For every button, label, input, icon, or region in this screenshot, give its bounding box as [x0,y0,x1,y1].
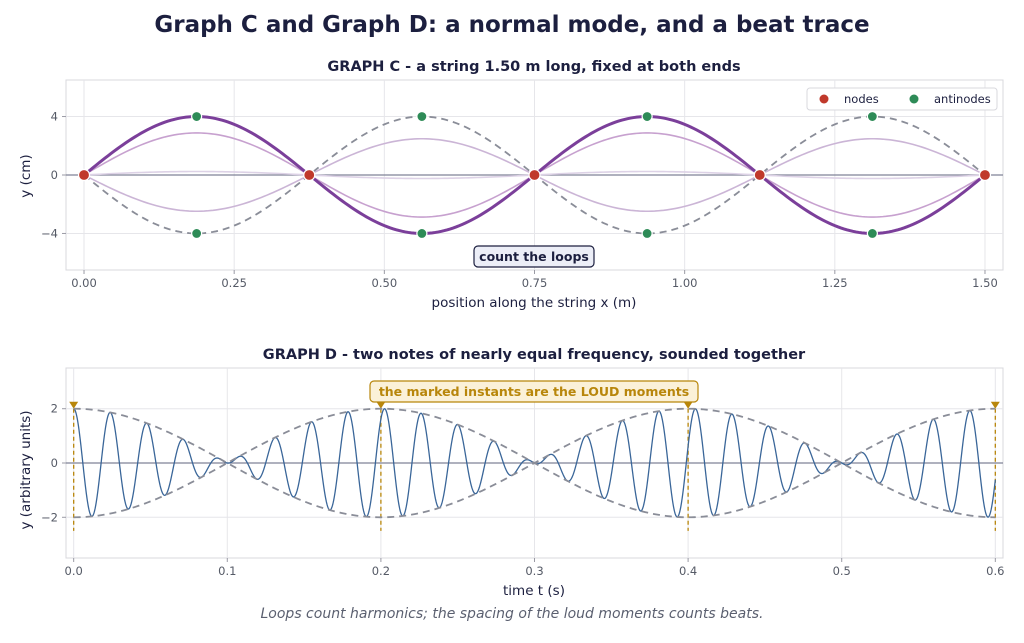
graph-d-curves [66,401,1003,531]
graph-c-legend: nodes antinodes [806,87,998,111]
antinode-marker [641,110,653,123]
antinode-marker [191,227,203,240]
graph-c-ytick-label: 0 [51,168,58,182]
graph-c-points [77,110,992,240]
graph-c-xtick-label: 0.50 [372,276,398,290]
graph-d-xtick-label: 0.0 [65,564,83,578]
antinode-marker [866,110,878,123]
graph-c-xtick-label: 1.00 [672,276,698,290]
antinode-marker [866,227,878,240]
legend-antinodes-label: antinodes [934,92,991,106]
graph-c-ylabel: y (cm) [18,154,34,197]
loud-moment-marker [990,401,1000,409]
graph-d-ticks: 0.0 0.1 0.2 0.3 0.4 0.5 0.6 −2 0 2 [41,402,1004,578]
graph-c-xtick-label: 0.25 [221,276,247,290]
graph-c-ytick-label: −4 [41,226,58,240]
graph-d-xtick-label: 0.6 [986,564,1004,578]
loud-moment-marker [683,401,693,409]
graph-d-ytick-label: 0 [51,456,58,470]
graph-d-xtick-label: 0.1 [218,564,236,578]
graph-d-xtick-label: 0.2 [372,564,390,578]
node-marker [77,168,91,182]
graph-d-envelope-lower [73,407,996,519]
antinode-marker [191,110,203,123]
graph-d: GRAPH D - two notes of nearly equal freq… [18,347,1004,599]
node-marker [978,168,992,182]
graph-c-annotation: count the loops [473,245,595,268]
graph-d-annotation: the marked instants are the LOUD moments [369,380,699,403]
legend-antinode-marker [909,94,919,104]
loud-moment-marker [376,401,386,409]
graph-c-xtick-label: 0.00 [71,276,97,290]
graph-c: GRAPH C - a string 1.50 m long, fixed at… [18,59,1004,311]
graph-d-ylabel: y (arbitrary units) [18,410,34,529]
graph-d-xlabel: time t (s) [503,583,565,599]
figure-caption: Loops count harmonics; the spacing of th… [260,606,764,622]
node-marker [528,168,541,182]
graph-c-xtick-label: 1.50 [972,276,998,290]
graph-c-ticks: 0.00 0.25 0.50 0.75 1.00 1.25 1.50 −4 0 4 [41,110,998,290]
node-marker [753,168,766,182]
legend-nodes-label: nodes [844,92,879,106]
page-title: Graph C and Graph D: a normal mode, and … [154,12,870,38]
graph-c-xlabel: position along the string x (m) [432,295,637,311]
graph-c-ytick-label: 4 [51,110,58,124]
graph-d-title: GRAPH D - two notes of nearly equal freq… [263,347,806,363]
antinode-marker [641,227,653,240]
node-marker [303,168,316,182]
loud-moment-marker [69,401,79,409]
antinode-marker [416,227,428,240]
graph-d-xtick-label: 0.4 [679,564,697,578]
antinode-marker [416,110,428,123]
graph-d-xtick-label: 0.3 [525,564,543,578]
graph-d-xtick-label: 0.5 [833,564,851,578]
count-loops-label: count the loops [479,249,589,264]
graph-d-ytick-label: 2 [51,402,58,416]
legend-node-marker [819,94,829,104]
loud-moments-label: the marked instants are the LOUD moments [379,384,689,399]
graph-c-title: GRAPH C - a string 1.50 m long, fixed at… [327,59,740,75]
graph-d-ytick-label: −2 [41,510,58,524]
graph-c-xtick-label: 0.75 [522,276,548,290]
graph-c-xtick-label: 1.25 [822,276,848,290]
